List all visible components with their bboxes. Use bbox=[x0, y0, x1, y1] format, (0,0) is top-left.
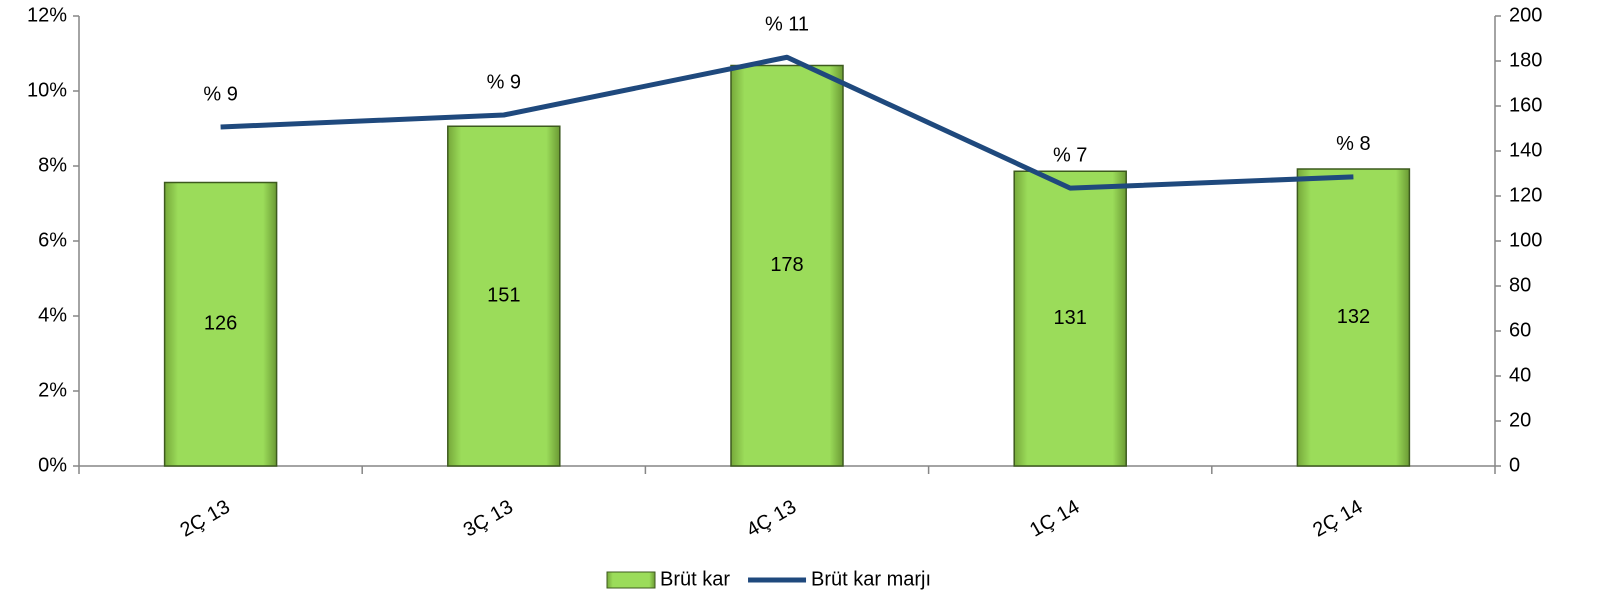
y2-tick-label: 20 bbox=[1509, 409, 1531, 431]
y-tick-label: 8% bbox=[38, 154, 67, 176]
y-tick-label: 10% bbox=[27, 79, 67, 101]
y2-tick-label: 140 bbox=[1509, 139, 1542, 161]
bar-value-label: 151 bbox=[487, 284, 520, 306]
x-tick-label: 4Ç 13 bbox=[743, 496, 800, 542]
y2-tick-label: 80 bbox=[1509, 274, 1531, 296]
legend-label: Brüt kar bbox=[660, 568, 730, 590]
bar bbox=[1296, 168, 1411, 467]
x-tick-label: 3Ç 13 bbox=[460, 496, 517, 542]
y2-tick-label: 200 bbox=[1509, 4, 1542, 26]
bar-value-label: 178 bbox=[770, 254, 803, 276]
bar-value-label: 132 bbox=[1337, 306, 1370, 328]
line-value-label: % 9 bbox=[487, 71, 521, 93]
bar bbox=[447, 125, 561, 467]
line-value-label: % 11 bbox=[765, 14, 809, 36]
y-tick-label: 2% bbox=[38, 379, 67, 401]
x-tick-label: 1Ç 14 bbox=[1026, 496, 1083, 542]
y-tick-label: 4% bbox=[38, 304, 67, 326]
bar bbox=[163, 181, 278, 467]
x-tick-label: 2Ç 13 bbox=[177, 496, 234, 542]
y2-tick-label: 60 bbox=[1509, 319, 1531, 341]
bar bbox=[1013, 170, 1127, 467]
y2-tick-label: 160 bbox=[1509, 94, 1542, 116]
bar-value-label: 126 bbox=[204, 313, 237, 335]
bar bbox=[730, 64, 844, 467]
y2-tick-label: 0 bbox=[1509, 454, 1520, 476]
y2-tick-label: 120 bbox=[1509, 184, 1542, 206]
line bbox=[220, 54, 1354, 191]
y2-tick-label: 100 bbox=[1509, 229, 1542, 251]
legend-label: Brüt kar marjı bbox=[811, 568, 931, 590]
line-value-label: % 8 bbox=[1336, 133, 1370, 155]
line-value-label: % 9 bbox=[203, 83, 237, 105]
x-tick-label: 2Ç 14 bbox=[1309, 496, 1366, 542]
bar-value-label: 131 bbox=[1054, 307, 1087, 329]
y2-tick-label: 40 bbox=[1509, 364, 1531, 386]
legend-swatch bbox=[606, 571, 656, 589]
y2-tick-label: 180 bbox=[1509, 49, 1542, 71]
line-value-label: % 7 bbox=[1053, 144, 1087, 166]
y-tick-label: 0% bbox=[38, 454, 67, 476]
y-tick-label: 12% bbox=[27, 4, 67, 26]
y-tick-label: 6% bbox=[38, 229, 67, 251]
